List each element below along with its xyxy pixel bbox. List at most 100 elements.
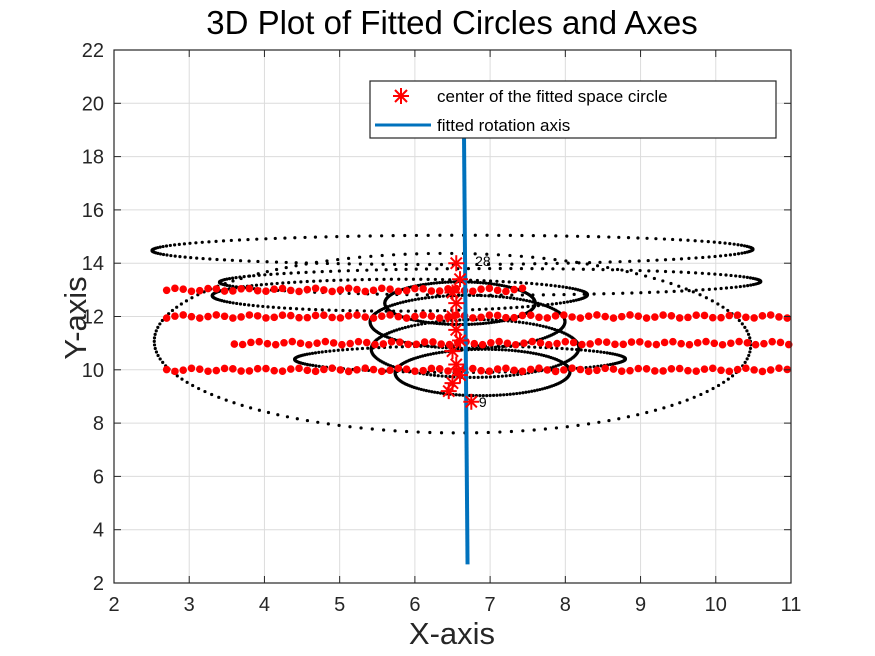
circle-point — [515, 297, 519, 301]
annotation-label: 28 — [475, 253, 491, 269]
red-point — [435, 314, 444, 322]
circle-point — [305, 279, 309, 284]
circle-point — [494, 294, 498, 298]
circle-point — [374, 268, 378, 272]
circle-point — [375, 292, 379, 296]
circle-point — [444, 374, 448, 378]
red-point — [212, 285, 221, 293]
circle-point — [599, 350, 603, 354]
circle-point — [700, 271, 704, 275]
red-point — [402, 314, 411, 322]
circle-point — [478, 394, 482, 398]
ticks: 2 3 4 5 6 7 8 9 10 11 2 4 6 8 10 12 14 16 18 20 22 — [82, 40, 802, 616]
red-point — [336, 286, 345, 294]
circle-point — [269, 272, 273, 276]
circle-point — [431, 352, 436, 356]
circle-point — [611, 352, 615, 356]
circle-point — [509, 429, 514, 434]
circle-point — [158, 252, 163, 256]
red-point — [617, 367, 626, 376]
circle-point — [508, 233, 512, 237]
red-point — [361, 364, 370, 373]
circle-point — [436, 374, 440, 378]
circle-point — [475, 293, 480, 297]
circle-point — [459, 348, 464, 352]
circle-point — [266, 305, 270, 309]
x-tick-label: 8 — [560, 594, 571, 616]
red-point — [311, 311, 320, 320]
circle-point — [538, 387, 542, 392]
red-point — [329, 339, 338, 347]
circle-point — [492, 282, 496, 286]
circle-point — [158, 357, 162, 361]
circle-point — [730, 374, 735, 378]
circle-point — [564, 259, 568, 263]
red-point — [377, 312, 386, 320]
circle-point — [552, 293, 556, 297]
circle-point — [510, 293, 514, 297]
circle-point — [509, 266, 513, 271]
red-point — [710, 339, 719, 348]
circle-point — [562, 292, 566, 297]
circle-point — [152, 339, 156, 344]
circle-point — [164, 244, 169, 248]
red-point — [420, 338, 429, 346]
circle-point — [227, 277, 232, 281]
circle-point — [507, 348, 511, 352]
circle-point — [555, 261, 559, 265]
red-point — [245, 284, 254, 293]
circle-point — [626, 415, 630, 419]
circle-point — [571, 286, 575, 291]
circle-point — [397, 327, 402, 331]
circle-point — [276, 413, 280, 417]
circle-point — [526, 350, 530, 354]
circle-point — [678, 401, 682, 405]
circle-point — [687, 256, 691, 261]
circle-point — [571, 267, 575, 271]
circle-point — [694, 256, 698, 260]
circle-point — [266, 410, 271, 415]
circle-point — [264, 237, 268, 241]
circle-point — [678, 238, 683, 242]
red-point — [162, 365, 171, 374]
red-point — [485, 284, 494, 293]
red-point — [675, 364, 684, 373]
circle-point — [751, 248, 755, 252]
circle-point — [543, 427, 547, 431]
circle-point — [242, 302, 247, 307]
circle-point — [724, 253, 728, 257]
red-point — [642, 364, 651, 373]
circle-point — [472, 375, 476, 379]
circle-point — [313, 235, 318, 239]
circle-point — [177, 242, 181, 246]
circle-point — [748, 276, 753, 280]
circle-point — [417, 387, 421, 391]
circle-point — [520, 293, 524, 297]
red-point — [543, 366, 552, 374]
circle-point — [336, 262, 340, 266]
red-point — [536, 339, 545, 347]
circle-point — [488, 393, 492, 398]
circle-point — [357, 234, 361, 238]
circle-point — [746, 283, 750, 288]
circle-point — [507, 280, 511, 284]
circle-point — [305, 362, 309, 367]
center-marker — [444, 308, 461, 325]
circle-point — [434, 351, 438, 355]
circle-point — [423, 321, 427, 326]
red-point — [435, 365, 444, 373]
circle-point — [679, 257, 684, 261]
circle-point — [271, 305, 275, 309]
red-point — [313, 339, 321, 347]
circle-point — [533, 300, 537, 305]
red-point — [411, 367, 419, 376]
circle-point — [591, 267, 595, 271]
circle-point — [605, 351, 609, 355]
red-point — [783, 314, 792, 322]
circle-point — [435, 281, 439, 285]
circle-point — [434, 320, 438, 324]
circle-point — [509, 306, 513, 310]
circle-point — [329, 269, 333, 273]
circle-point — [617, 235, 621, 239]
